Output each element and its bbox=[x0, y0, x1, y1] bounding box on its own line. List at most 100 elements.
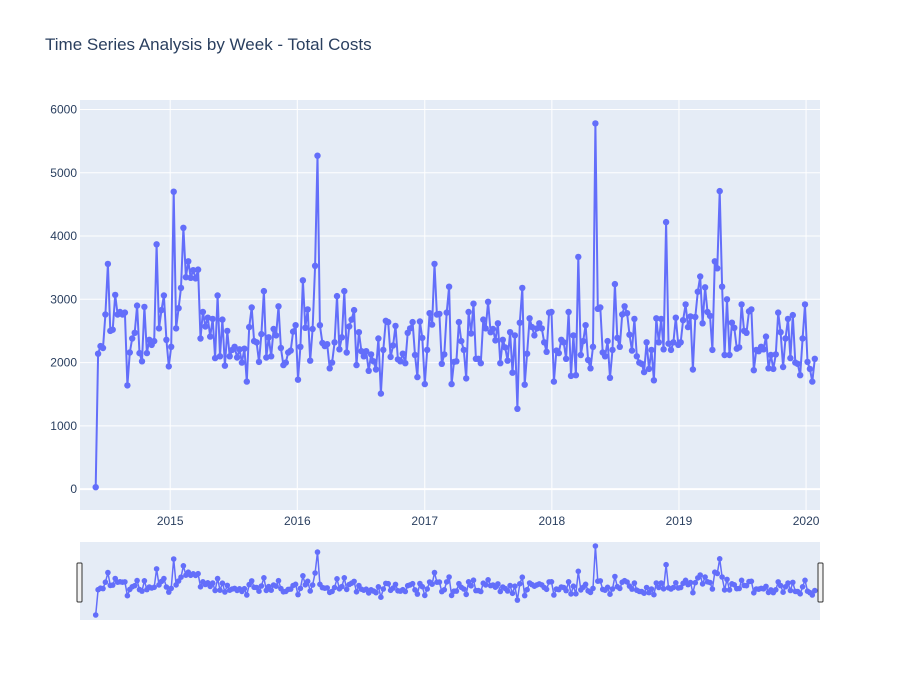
data-point[interactable] bbox=[143, 349, 151, 357]
data-point[interactable] bbox=[736, 344, 743, 351]
data-point[interactable] bbox=[760, 346, 767, 353]
data-point[interactable] bbox=[126, 349, 133, 356]
data-point[interactable] bbox=[489, 325, 497, 333]
data-point[interactable] bbox=[587, 365, 594, 372]
data-point[interactable] bbox=[597, 304, 604, 311]
data-point[interactable] bbox=[248, 304, 255, 311]
data-point[interactable] bbox=[655, 339, 662, 346]
data-point[interactable] bbox=[689, 366, 697, 373]
data-point[interactable] bbox=[172, 325, 180, 332]
data-point[interactable] bbox=[692, 313, 699, 321]
data-point[interactable] bbox=[584, 356, 592, 364]
data-point[interactable] bbox=[623, 310, 631, 317]
data-point[interactable] bbox=[738, 301, 745, 308]
data-point[interactable] bbox=[124, 382, 131, 389]
data-point[interactable] bbox=[721, 351, 728, 359]
data-point[interactable] bbox=[160, 292, 168, 299]
data-point[interactable] bbox=[411, 351, 419, 359]
data-point[interactable] bbox=[804, 358, 811, 366]
data-point[interactable] bbox=[304, 306, 311, 313]
data-point[interactable] bbox=[811, 355, 818, 362]
data-point[interactable] bbox=[662, 218, 670, 226]
data-point[interactable] bbox=[136, 349, 143, 357]
data-point[interactable] bbox=[365, 367, 372, 374]
data-point[interactable] bbox=[253, 339, 260, 346]
data-point[interactable] bbox=[497, 360, 504, 367]
data-point[interactable] bbox=[216, 353, 224, 360]
data-point[interactable] bbox=[714, 265, 721, 272]
data-point[interactable] bbox=[151, 337, 158, 345]
data-point[interactable] bbox=[482, 325, 489, 332]
data-point[interactable] bbox=[324, 341, 331, 348]
data-point[interactable] bbox=[801, 301, 809, 308]
data-point[interactable] bbox=[648, 346, 655, 354]
data-point[interactable] bbox=[640, 368, 648, 376]
data-point[interactable] bbox=[528, 323, 536, 331]
data-point[interactable] bbox=[628, 347, 636, 354]
data-point[interactable] bbox=[353, 361, 360, 369]
series-total-costs[interactable] bbox=[92, 120, 819, 491]
data-point[interactable] bbox=[509, 369, 516, 376]
data-point[interactable] bbox=[467, 330, 475, 337]
data-point[interactable] bbox=[336, 346, 343, 353]
data-point[interactable] bbox=[389, 342, 397, 349]
data-point[interactable] bbox=[784, 315, 792, 323]
data-point[interactable] bbox=[506, 329, 514, 336]
data-point[interactable] bbox=[645, 365, 653, 373]
data-point[interactable] bbox=[577, 351, 584, 359]
data-point[interactable] bbox=[809, 378, 816, 385]
data-point[interactable] bbox=[609, 346, 616, 354]
data-point[interactable] bbox=[197, 335, 204, 342]
data-point[interactable] bbox=[272, 332, 280, 339]
data-point[interactable] bbox=[731, 324, 738, 331]
data-point[interactable] bbox=[238, 359, 246, 366]
data-point[interactable] bbox=[516, 319, 523, 326]
data-point[interactable] bbox=[214, 292, 221, 299]
data-point[interactable] bbox=[794, 360, 801, 367]
data-point[interactable] bbox=[372, 366, 380, 373]
data-point[interactable] bbox=[194, 266, 202, 273]
data-point[interactable] bbox=[416, 318, 424, 325]
data-point[interactable] bbox=[192, 275, 199, 282]
data-point[interactable] bbox=[436, 310, 443, 318]
data-point[interactable] bbox=[277, 344, 285, 352]
data-point[interactable] bbox=[187, 274, 194, 281]
data-point[interactable] bbox=[494, 320, 502, 327]
data-point[interactable] bbox=[614, 334, 621, 342]
data-point[interactable] bbox=[341, 287, 348, 295]
data-point[interactable] bbox=[470, 300, 477, 307]
data-point[interactable] bbox=[750, 367, 757, 374]
data-point[interactable] bbox=[175, 305, 182, 312]
data-point[interactable] bbox=[653, 315, 660, 322]
data-point[interactable] bbox=[555, 349, 562, 357]
data-point[interactable] bbox=[343, 349, 350, 356]
data-point[interactable] bbox=[333, 292, 341, 300]
data-point[interactable] bbox=[531, 332, 538, 339]
data-point[interactable] bbox=[236, 346, 243, 353]
data-point[interactable] bbox=[619, 311, 626, 318]
data-point[interactable] bbox=[199, 308, 207, 316]
data-point[interactable] bbox=[289, 328, 297, 335]
data-point[interactable] bbox=[441, 351, 448, 358]
data-point[interactable] bbox=[138, 358, 146, 365]
data-point[interactable] bbox=[660, 346, 667, 353]
data-point[interactable] bbox=[246, 323, 253, 331]
data-point[interactable] bbox=[409, 318, 416, 326]
range-slider-left-handle[interactable] bbox=[76, 562, 83, 603]
data-point[interactable] bbox=[548, 308, 555, 316]
data-point[interactable] bbox=[716, 187, 723, 195]
data-point[interactable] bbox=[797, 372, 804, 379]
data-point[interactable] bbox=[112, 291, 119, 299]
data-point[interactable] bbox=[104, 260, 112, 268]
data-point[interactable] bbox=[665, 340, 672, 347]
data-point[interactable] bbox=[99, 344, 107, 352]
data-point[interactable] bbox=[789, 311, 796, 319]
data-point[interactable] bbox=[606, 374, 614, 381]
data-point[interactable] bbox=[438, 360, 445, 367]
data-point[interactable] bbox=[221, 362, 229, 369]
data-point[interactable] bbox=[592, 120, 599, 127]
data-point[interactable] bbox=[402, 360, 409, 367]
data-point[interactable] bbox=[385, 318, 392, 326]
data-point[interactable] bbox=[658, 315, 665, 323]
data-point[interactable] bbox=[302, 324, 309, 331]
